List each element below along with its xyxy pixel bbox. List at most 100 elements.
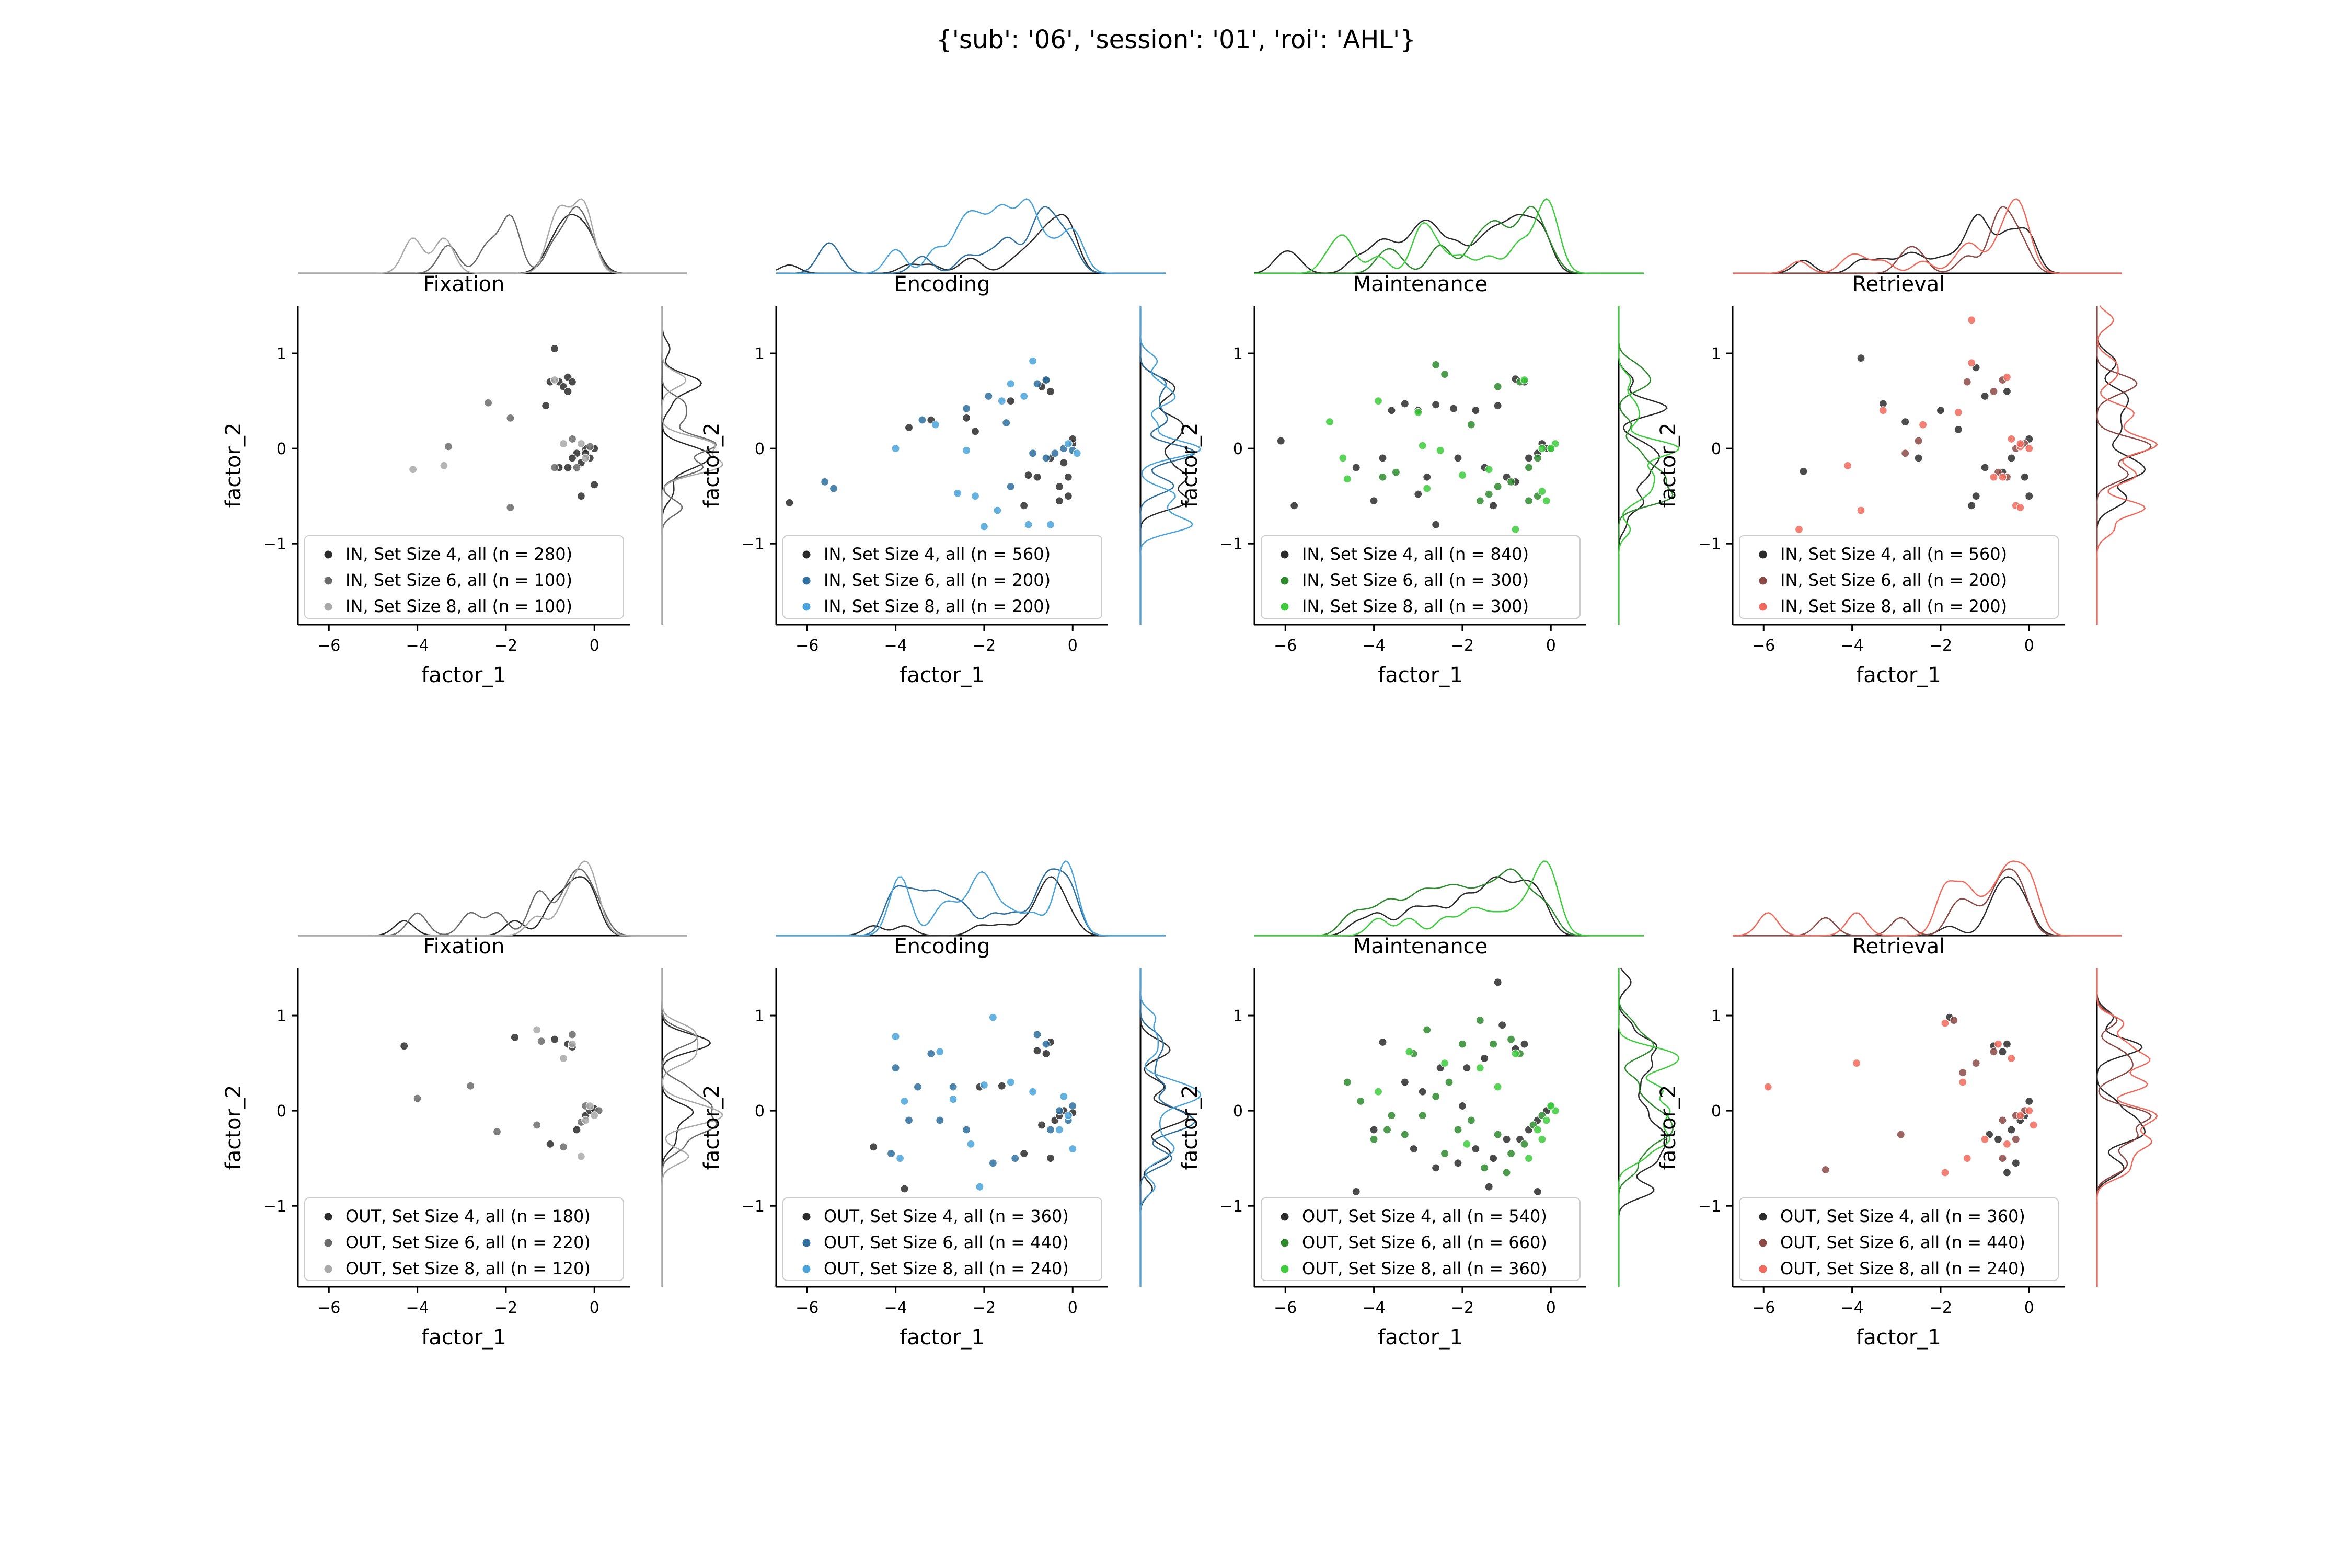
data-point: [550, 463, 559, 472]
data-point: [1467, 1116, 1475, 1125]
data-point: [1369, 1125, 1378, 1134]
top-marginal-kde: [1732, 860, 2122, 937]
legend-entry: IN, Set Size 6, all (n = 200): [1780, 570, 2007, 590]
legend-entry: OUT, Set Size 8, all (n = 240): [1780, 1259, 2025, 1278]
data-point: [2002, 1139, 2012, 1148]
data-point: [1484, 1182, 1493, 1191]
data-point: [1998, 1047, 2007, 1056]
x-axis-label: factor_1: [421, 1325, 506, 1350]
data-point: [1471, 1144, 1480, 1154]
data-point: [2025, 1097, 2034, 1106]
data-point: [1423, 472, 1432, 481]
data-point: [1857, 506, 1865, 515]
data-point: [2002, 1040, 2012, 1048]
data-point: [1502, 1135, 1511, 1144]
data-point: [1954, 425, 1963, 434]
top-marginal-kde: [1254, 206, 1644, 274]
legend-marker: [1281, 1213, 1289, 1221]
data-point: [971, 492, 980, 501]
y-tick-label: 1: [276, 1007, 286, 1025]
data-point: [1055, 1106, 1064, 1115]
data-point: [936, 1116, 944, 1125]
y-tick-label: 1: [1233, 1007, 1243, 1025]
legend-box: [1261, 535, 1581, 619]
top-marginal-kde: [1254, 198, 1644, 274]
data-point: [1418, 1087, 1427, 1096]
x-axis-label: factor_1: [900, 1325, 985, 1350]
subplot-title: Encoding: [894, 272, 990, 296]
data-point: [1343, 1078, 1352, 1087]
legend-marker: [324, 1213, 332, 1221]
y-axis-label: factor_2: [1178, 423, 1202, 508]
data-point: [590, 1111, 599, 1120]
y-tick-label: 1: [1711, 1007, 1721, 1025]
y-axis-label: factor_2: [1656, 423, 1680, 508]
data-point: [1896, 1130, 1905, 1139]
data-point: [1980, 1135, 1989, 1144]
data-point: [936, 1047, 944, 1056]
legend-marker: [1759, 577, 1767, 585]
data-point: [1343, 475, 1352, 483]
data-point: [563, 463, 572, 472]
data-point: [1046, 387, 1055, 396]
legend-entry: IN, Set Size 6, all (n = 100): [345, 570, 572, 590]
right-marginal-kde: [2096, 968, 2158, 1287]
data-point: [1506, 1149, 1516, 1158]
x-tick-label: −2: [1929, 637, 1952, 655]
data-point: [1547, 1101, 1555, 1111]
top-marginal-kde: [776, 198, 1166, 274]
legend-marker: [324, 1239, 332, 1247]
data-point: [1290, 501, 1299, 510]
top-marginal-kde: [776, 206, 1166, 274]
x-tick-label: −6: [1752, 1299, 1775, 1317]
data-point: [1423, 484, 1432, 493]
data-point: [1059, 1092, 1068, 1101]
data-point: [1493, 401, 1502, 410]
data-point: [2025, 492, 2034, 501]
data-point: [962, 413, 971, 422]
data-point: [1475, 497, 1484, 505]
legend-box: [1739, 535, 2059, 619]
data-point: [1042, 375, 1051, 385]
legend-box: [782, 1197, 1102, 1281]
data-point: [1506, 1035, 1516, 1044]
data-point: [1033, 1046, 1042, 1055]
data-point: [1918, 420, 1928, 429]
x-tick-label: −4: [1840, 1299, 1863, 1317]
data-point: [546, 1139, 555, 1148]
data-point: [1462, 1139, 1471, 1148]
data-point: [1382, 1125, 1392, 1134]
data-point: [975, 1182, 984, 1191]
x-tick-label: −4: [1362, 1299, 1385, 1317]
data-point: [577, 1152, 585, 1161]
data-point: [1432, 360, 1440, 369]
data-point: [1498, 1021, 1507, 1030]
data-point: [492, 1127, 502, 1136]
data-point: [1878, 406, 1887, 415]
y-tick-label: 1: [755, 1007, 765, 1025]
data-point: [1852, 1058, 1861, 1068]
data-point: [2029, 1121, 2038, 1129]
legend-box: [1739, 1197, 2059, 1281]
data-point: [2025, 444, 2034, 453]
data-point: [1471, 406, 1480, 415]
y-tick-label: −1: [1698, 535, 1721, 554]
data-point: [931, 420, 940, 429]
data-point: [1489, 1154, 1498, 1163]
data-point: [1400, 1078, 1409, 1087]
x-tick-label: −6: [795, 637, 818, 655]
data-point: [1042, 1049, 1051, 1058]
data-point: [590, 480, 599, 489]
legend-marker: [1759, 1239, 1767, 1247]
data-point: [1374, 396, 1383, 406]
x-tick-label: −6: [1274, 637, 1297, 655]
data-point: [962, 1125, 971, 1134]
data-point: [1405, 1047, 1414, 1056]
data-point: [1963, 377, 1971, 386]
data-point: [572, 1125, 581, 1134]
legend-marker: [1759, 1213, 1767, 1221]
data-point: [1352, 463, 1361, 472]
data-point: [1533, 1187, 1542, 1196]
data-point: [1414, 490, 1423, 499]
legend-entry: IN, Set Size 4, all (n = 560): [1780, 544, 2007, 564]
